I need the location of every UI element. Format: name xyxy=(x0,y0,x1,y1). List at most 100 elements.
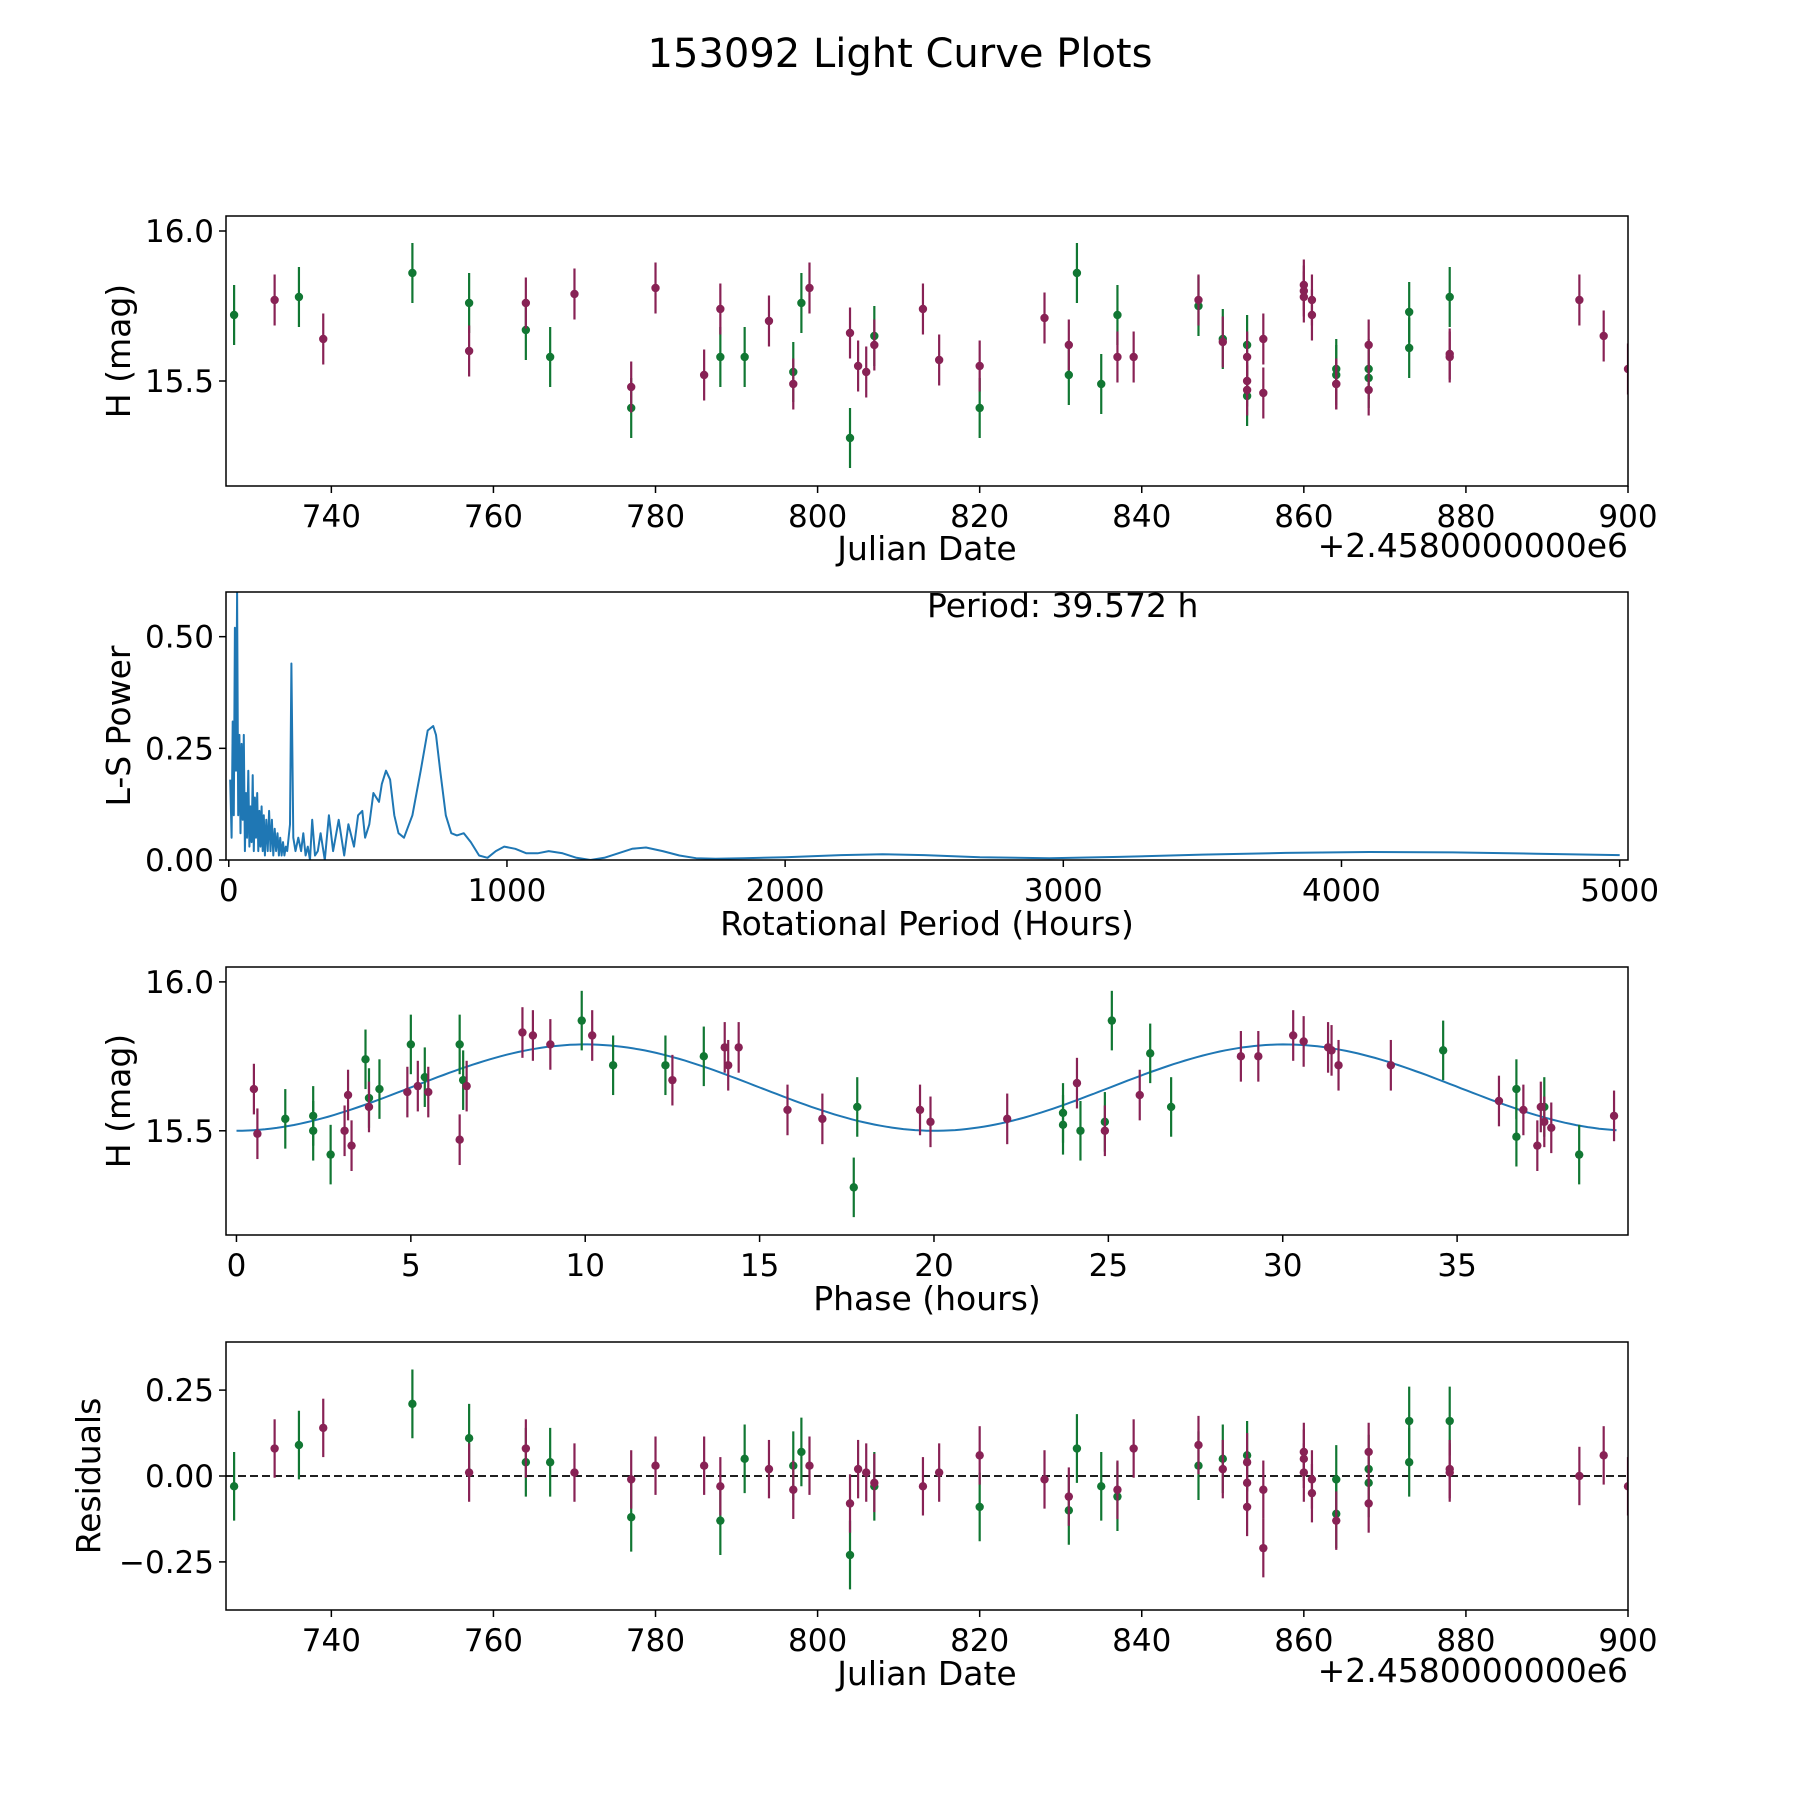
data-point xyxy=(462,1081,471,1091)
data-point xyxy=(319,334,328,344)
x-tick-label: 5 xyxy=(401,1248,421,1284)
data-point xyxy=(1194,1440,1203,1450)
data-point xyxy=(455,1135,464,1144)
data-point xyxy=(1494,1096,1504,1106)
data-point xyxy=(420,1072,429,1082)
data-point xyxy=(1445,1468,1454,1477)
data-point xyxy=(464,298,474,308)
data-point xyxy=(1599,331,1608,341)
y-tick-label: 0.25 xyxy=(145,731,214,767)
data-point xyxy=(1146,1049,1155,1058)
data-point xyxy=(1254,1052,1263,1061)
data-point xyxy=(518,1028,527,1037)
x-tick-label: 15 xyxy=(740,1248,779,1284)
data-point xyxy=(546,1040,555,1049)
x-tick-label: 880 xyxy=(1436,1623,1495,1659)
x-tick-label: 740 xyxy=(302,1623,361,1659)
data-point xyxy=(229,310,239,320)
data-point xyxy=(1242,1458,1252,1467)
data-point xyxy=(1058,1108,1068,1118)
data-point xyxy=(343,1090,353,1100)
data-point xyxy=(934,1468,944,1477)
data-point xyxy=(1100,1126,1110,1135)
data-point xyxy=(326,1150,335,1159)
data-point xyxy=(720,1043,729,1052)
data-point xyxy=(364,1102,374,1112)
data-point xyxy=(845,1550,855,1560)
periodogram-xlabel: Rotational Period (Hours) xyxy=(720,904,1134,943)
data-point xyxy=(862,1468,871,1477)
data-point xyxy=(1097,379,1106,389)
x-tick-label: 5000 xyxy=(1580,873,1659,909)
data-point xyxy=(734,1043,743,1052)
data-point xyxy=(845,433,855,443)
x-tick-label: 760 xyxy=(464,499,523,535)
periodogram-frame xyxy=(225,591,1629,861)
model-fit-curve xyxy=(236,1043,1617,1132)
light-curve-panel: 740 760 780 800 820 840 860 880 900 15.5 16.0 Juli… xyxy=(99,214,1658,568)
data-point xyxy=(1512,1084,1521,1094)
data-point xyxy=(1445,292,1454,302)
data-point xyxy=(1113,1485,1122,1494)
data-point xyxy=(308,1111,318,1121)
x-tick-label: 10 xyxy=(565,1248,604,1284)
x-tick-label: 740 xyxy=(302,499,361,535)
x-tick-label: 840 xyxy=(1112,1623,1171,1659)
data-point xyxy=(818,1114,827,1124)
light-curve-xlabel: Julian Date xyxy=(835,529,1017,568)
y-tick-label: −0.25 xyxy=(119,1545,214,1581)
data-point xyxy=(1194,295,1203,305)
data-point xyxy=(1076,1126,1085,1135)
data-point xyxy=(1259,334,1268,344)
data-point xyxy=(1536,1102,1546,1112)
data-point xyxy=(1512,1132,1521,1141)
data-point xyxy=(764,1464,774,1474)
data-point xyxy=(1242,376,1252,386)
data-point xyxy=(870,340,879,350)
data-point xyxy=(1575,295,1584,305)
data-point xyxy=(1540,1117,1549,1127)
data-point xyxy=(229,1482,239,1491)
x-tick-label: 4000 xyxy=(1302,873,1381,909)
data-point xyxy=(1307,310,1317,320)
phased-panel: 0 5 10 15 20 25 30 35 15.5 16.0 Phase (hours) H (… xyxy=(99,965,1629,1318)
periodogram-ylabel: L-S Power xyxy=(99,645,138,806)
x-tick-label: 30 xyxy=(1263,1248,1302,1284)
data-point xyxy=(918,1482,928,1491)
period-annotation: Period: 39.572 h xyxy=(927,586,1198,625)
x-tick-label: 25 xyxy=(1089,1248,1128,1284)
data-point xyxy=(740,1454,749,1464)
data-point xyxy=(783,1105,792,1115)
x-tick-label: 0 xyxy=(227,1248,247,1284)
data-point xyxy=(455,1040,464,1049)
data-point xyxy=(918,304,928,314)
residuals-x-offset: +2.4580000000e6 xyxy=(1318,1651,1628,1690)
x-tick-label: 860 xyxy=(1274,499,1333,535)
x-tick-label: 780 xyxy=(626,1623,685,1659)
data-point xyxy=(764,316,774,326)
data-point xyxy=(1307,1488,1317,1498)
y-tick-label: 15.5 xyxy=(145,1114,214,1150)
y-tick-label: 0.00 xyxy=(145,843,214,879)
light-curve-frame xyxy=(225,215,1629,487)
data-point xyxy=(1574,1150,1584,1159)
data-point xyxy=(797,1447,806,1457)
data-point xyxy=(740,352,749,362)
data-point xyxy=(1072,268,1082,278)
data-point xyxy=(408,1399,417,1409)
x-tick-label: 20 xyxy=(914,1248,953,1284)
data-point xyxy=(1334,1061,1343,1070)
data-point xyxy=(424,1087,433,1097)
x-tick-label: 820 xyxy=(950,1623,1009,1659)
phased-xlabel: Phase (hours) xyxy=(813,1279,1041,1318)
data-point xyxy=(716,1482,725,1491)
data-point xyxy=(845,1499,855,1508)
y-tick-label: 0.00 xyxy=(145,1459,214,1495)
data-point xyxy=(915,1105,925,1115)
data-point xyxy=(294,292,304,302)
data-point xyxy=(1364,340,1373,350)
data-point xyxy=(403,1087,412,1097)
data-point xyxy=(724,1061,733,1070)
data-point xyxy=(1404,343,1414,353)
y-tick-label: 0.25 xyxy=(145,1373,214,1409)
